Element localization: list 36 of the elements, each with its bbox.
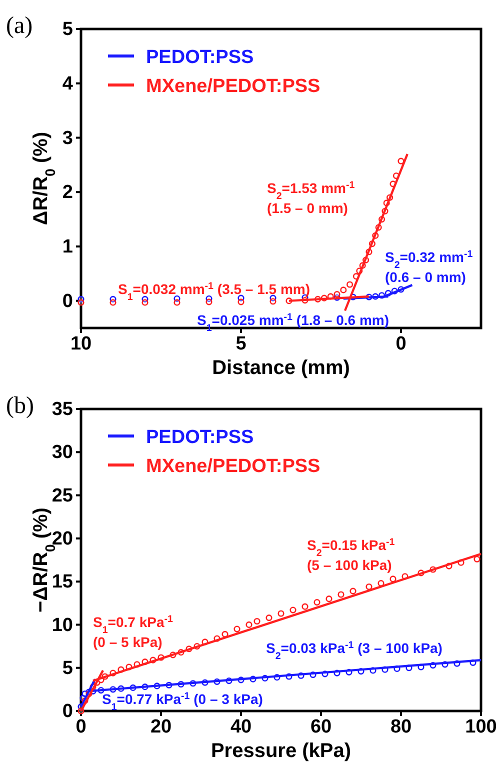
annotation: S$_{1}$=0.7 kPa$^{-1}$ (0 – 5 kPa): [93, 614, 174, 650]
legend-label: PEDOT:PSS: [146, 47, 254, 68]
annotation: S$_{2}$=0.32 mm$^{-1}$ (0.6 – 0 mm): [385, 248, 474, 285]
y-tick-label: 15: [52, 572, 74, 593]
x-tick-label: 100: [465, 716, 497, 738]
x-axis-title: Pressure (kPa): [210, 740, 352, 762]
annotation: S$_{2}$=0.03 kPa$^{-1}$ (3 – 100 kPa): [266, 640, 442, 662]
x-axis-title: Distance (mm): [212, 357, 350, 379]
y-tick-label: 30: [52, 442, 73, 464]
chart-title: (a): [6, 13, 33, 39]
annotation: S$_{1}$=0.025 mm$^{-1}$ (1.8 – 0.6 mm): [197, 312, 390, 334]
x-tick-label: 0: [76, 716, 86, 738]
y-tick-label: 35: [52, 399, 74, 420]
y-tick-label: 25: [52, 485, 74, 506]
y-tick-label: 10: [52, 614, 73, 636]
legend-label: PEDOT:PSS: [146, 427, 254, 448]
x-tick-label: 80: [390, 716, 412, 738]
y-tick-label: 0: [62, 701, 73, 722]
y-tick-label: 3: [62, 128, 73, 149]
x-tick-label: 5: [236, 333, 247, 354]
legend-label: MXene/PEDOT:PSS: [146, 456, 320, 477]
chart-title: (b): [6, 393, 34, 419]
annotation: S$_{1}$=0.032 mm$^{-1}$ (3.5 – 1.5 mm): [118, 280, 310, 302]
x-tick-label: 60: [310, 716, 332, 738]
y-tick-label: 2: [62, 182, 73, 204]
x-tick-label: 0: [396, 333, 406, 354]
legend-label: MXene/PEDOT:PSS: [146, 76, 320, 97]
y-tick-label: 5: [62, 19, 74, 40]
annotation: S$_{2}$=0.15 kPa$^{-1}$ (5 – 100 kPa): [307, 536, 396, 573]
y-tick-label: 4: [62, 73, 74, 94]
y-tick-label: 0: [62, 290, 73, 312]
annotation: S$_{2}$=1.53 mm$^{-1}$ (1.5 – 0 mm): [267, 180, 356, 216]
y-tick-label: 1: [62, 236, 74, 258]
x-tick-label: 20: [150, 716, 172, 738]
x-tick-label: 40: [230, 716, 252, 738]
y-tick-label: 5: [62, 658, 74, 679]
